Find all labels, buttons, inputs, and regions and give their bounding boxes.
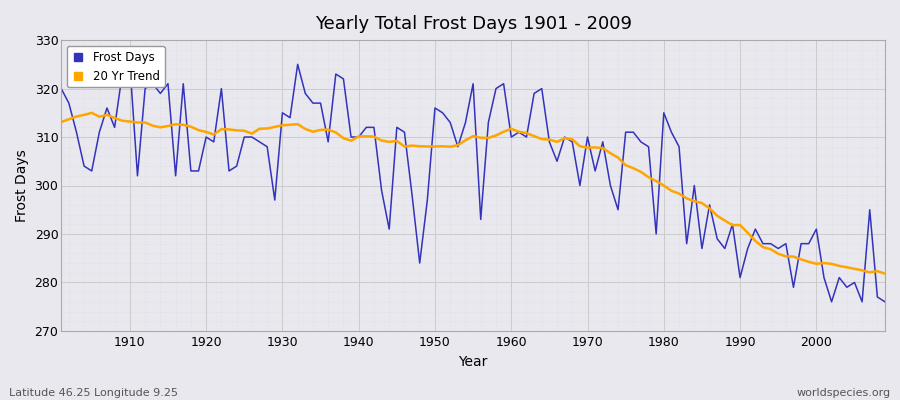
Frost Days bbox=[292, 62, 303, 67]
Line: Frost Days: Frost Days bbox=[61, 64, 885, 302]
X-axis label: Year: Year bbox=[458, 355, 488, 369]
Frost Days bbox=[514, 130, 525, 134]
20 Yr Trend bbox=[879, 271, 890, 276]
Frost Days bbox=[506, 135, 517, 140]
Frost Days bbox=[338, 76, 349, 81]
20 Yr Trend bbox=[506, 126, 517, 131]
Frost Days bbox=[117, 72, 128, 76]
Title: Yearly Total Frost Days 1901 - 2009: Yearly Total Frost Days 1901 - 2009 bbox=[315, 15, 632, 33]
Legend: Frost Days, 20 Yr Trend: Frost Days, 20 Yr Trend bbox=[68, 46, 165, 87]
20 Yr Trend bbox=[124, 119, 135, 124]
Frost Days bbox=[605, 183, 616, 188]
Frost Days bbox=[124, 62, 135, 67]
Frost Days bbox=[826, 300, 837, 304]
20 Yr Trend bbox=[514, 129, 525, 134]
Y-axis label: Frost Days: Frost Days bbox=[15, 149, 29, 222]
Frost Days bbox=[879, 300, 890, 304]
20 Yr Trend bbox=[338, 136, 349, 140]
20 Yr Trend bbox=[56, 120, 67, 124]
20 Yr Trend bbox=[605, 151, 616, 156]
Line: 20 Yr Trend: 20 Yr Trend bbox=[61, 113, 885, 274]
20 Yr Trend bbox=[292, 122, 303, 126]
Text: worldspecies.org: worldspecies.org bbox=[796, 388, 891, 398]
Frost Days bbox=[56, 86, 67, 91]
20 Yr Trend bbox=[86, 110, 97, 115]
Text: Latitude 46.25 Longitude 9.25: Latitude 46.25 Longitude 9.25 bbox=[9, 388, 178, 398]
